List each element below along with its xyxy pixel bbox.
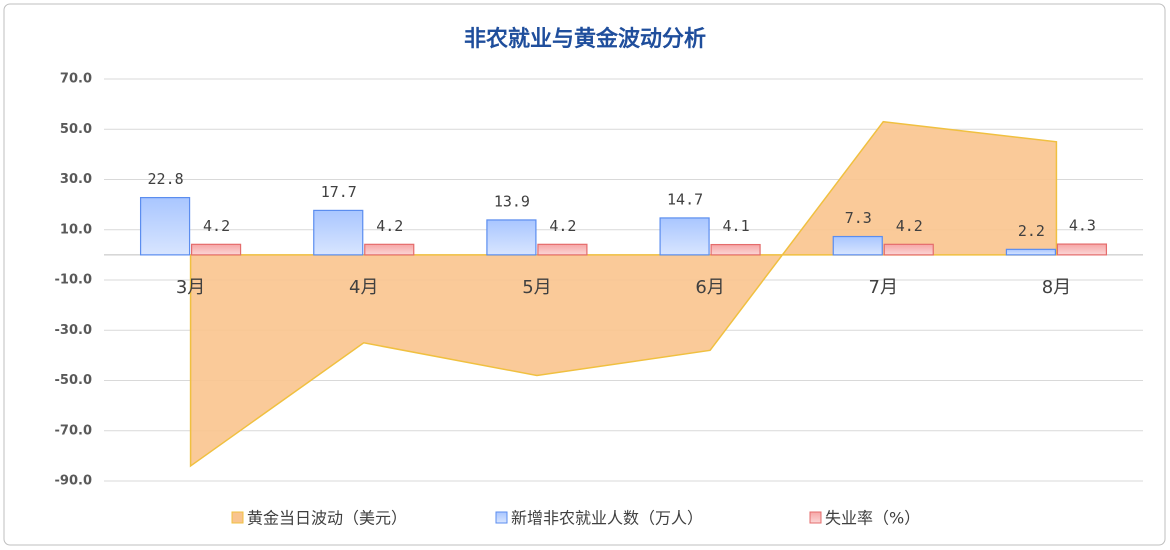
data-label: 13.9 [494,192,530,210]
x-tick-label: 5月 [522,277,551,298]
data-label: 2.2 [1018,222,1045,240]
area [189,120,1058,468]
bar [364,243,415,256]
legend-swatch [231,511,244,524]
chart-title: 非农就业与黄金波动分析 [464,26,706,52]
x-tick-label: 6月 [695,277,724,298]
y-tick-label: -50.0 [55,373,92,388]
data-label: 17.7 [321,183,357,201]
y-tick-label: 10.0 [60,222,92,237]
data-label: 7.3 [845,209,872,227]
legend-label: 新增非农就业人数（万人） [511,509,703,528]
x-tick-label: 3月 [176,277,205,298]
legend-swatch [495,511,508,524]
bar [1056,243,1108,256]
bar [537,243,588,256]
y-tick-label: 50.0 [60,122,92,137]
data-label: 4.2 [549,217,576,235]
legend-swatch [809,511,822,524]
data-label: 14.7 [667,190,703,208]
x-tick-label: 8月 [1042,277,1071,298]
x-tick-label: 7月 [869,277,898,298]
data-label: 4.3 [1069,217,1096,235]
y-tick-label: -90.0 [55,474,92,489]
y-tick-label: -30.0 [55,323,92,338]
bar [710,243,761,256]
data-label: 22.8 [148,170,184,188]
bar [659,217,710,256]
bar [313,209,364,256]
data-label: 4.2 [203,217,230,235]
data-label: 4.1 [723,217,750,235]
bar [883,243,934,256]
y-tick-label: -10.0 [55,273,92,288]
bar [832,235,883,256]
data-label: 4.2 [896,217,923,235]
bar [1005,248,1057,256]
legend-label: 失业率（%） [825,509,920,528]
y-tick-label: 30.0 [60,172,92,187]
data-label: 4.2 [376,217,403,235]
bar [486,219,537,256]
y-tick-label: -70.0 [55,423,92,438]
legend-label: 黄金当日波动（美元） [247,509,407,528]
bar [139,196,191,256]
bar [190,243,242,256]
x-tick-label: 4月 [349,277,378,298]
y-tick-label: 70.0 [60,72,92,87]
